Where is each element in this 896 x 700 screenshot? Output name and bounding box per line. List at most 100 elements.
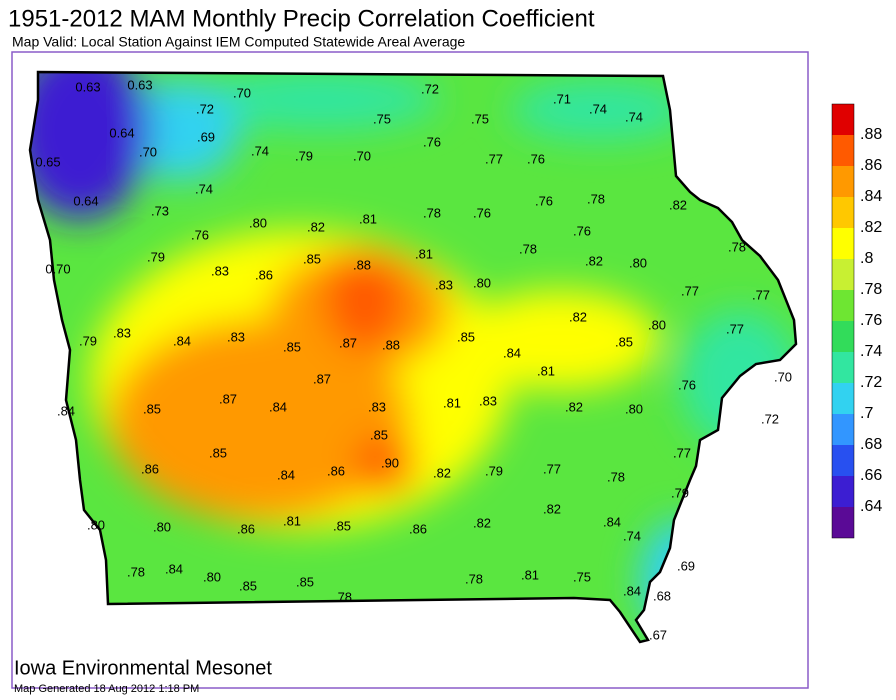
station-value: .79 (485, 463, 503, 478)
station-value: .79 (671, 485, 689, 500)
colorbar-swatch (832, 321, 854, 352)
station-value: .88 (353, 257, 371, 272)
colorbar-swatch (832, 166, 854, 197)
station-value: .81 (537, 363, 555, 378)
station-value: 0.64 (73, 193, 98, 208)
station-value: .85 (370, 427, 388, 442)
station-value: .76 (473, 205, 491, 220)
station-value: .77 (752, 287, 770, 302)
station-value: .86 (327, 463, 345, 478)
colorbar-label: .76 (860, 312, 882, 329)
station-value: .87 (219, 391, 237, 406)
station-value: .85 (615, 334, 633, 349)
station-value: .78 (587, 191, 605, 206)
station-value: .80 (153, 519, 171, 534)
station-value: .82 (569, 309, 587, 324)
station-value: .81 (443, 395, 461, 410)
station-value: .70 (139, 144, 157, 159)
colorbar-label: .66 (860, 467, 882, 484)
station-value: .76 (527, 151, 545, 166)
station-value: .80 (87, 517, 105, 532)
station-value: .78 (519, 241, 537, 256)
station-value: .72 (421, 81, 439, 96)
station-value: .85 (296, 574, 314, 589)
station-value: .87 (339, 335, 357, 350)
station-value: .84 (269, 399, 287, 414)
station-value: .82 (473, 515, 491, 530)
station-value: .74 (589, 101, 607, 116)
colorbar-label: .82 (860, 219, 882, 236)
colorbar-swatch (832, 383, 854, 414)
station-value: .86 (255, 267, 273, 282)
station-value: .85 (283, 339, 301, 354)
station-value: .79 (147, 249, 165, 264)
station-value: .73 (151, 203, 169, 218)
station-value: 0.64 (109, 125, 134, 140)
station-value: .77 (485, 151, 503, 166)
station-value: .82 (565, 399, 583, 414)
station-value: .84 (623, 583, 641, 598)
map-frame (11, 51, 809, 689)
station-value: .85 (303, 251, 321, 266)
station-value: .74 (625, 109, 643, 124)
station-value: .77 (726, 321, 744, 336)
station-value: .82 (669, 197, 687, 212)
station-value: .76 (423, 134, 441, 149)
station-value: .83 (211, 263, 229, 278)
station-value: .85 (209, 445, 227, 460)
station-value: .83 (479, 393, 497, 408)
station-value: .81 (283, 513, 301, 528)
colorbar-swatch (832, 104, 854, 135)
station-value: .78 (607, 469, 625, 484)
station-value: .67 (649, 627, 667, 642)
station-value: .88 (382, 337, 400, 352)
station-value: .80 (473, 275, 491, 290)
colorbar-label: .74 (860, 343, 882, 360)
footer-org: Iowa Environmental Mesonet (14, 657, 272, 679)
colorbar-swatch (832, 135, 854, 166)
station-value: .78 (728, 239, 746, 254)
station-value: .81 (359, 211, 377, 226)
station-value: .75 (373, 111, 391, 126)
station-value: .84 (165, 561, 183, 576)
station-value: .78 (465, 571, 483, 586)
colorbar-label: .64 (860, 498, 882, 515)
colorbar-border (831, 103, 855, 539)
colorbar-swatch (832, 414, 854, 445)
station-value: .74 (195, 181, 213, 196)
station-value: .84 (173, 333, 191, 348)
station-value: .83 (113, 325, 131, 340)
station-value: .86 (141, 461, 159, 476)
colorbar-label: .72 (860, 374, 882, 391)
colorbar-swatch (832, 228, 854, 259)
station-value: 0.63 (127, 77, 152, 92)
station-value: .85 (143, 401, 161, 416)
colorbar-swatch (832, 197, 854, 228)
colorbar-swatch (832, 507, 854, 538)
station-value: .77 (681, 283, 699, 298)
station-value: .72 (761, 411, 779, 426)
colorbar-label: .88 (860, 126, 882, 143)
station-value: .77 (673, 445, 691, 460)
station-value: .80 (625, 401, 643, 416)
station-value: .85 (457, 329, 475, 344)
colorbar: .88 .86 .84 .82 .8 .78 .76 .74 .72 .7 .68 .66 .64 (831, 103, 882, 539)
title: 1951-2012 MAM Monthly Precip Correlation… (8, 5, 595, 32)
station-value: .76 (678, 377, 696, 392)
station-value: .84 (503, 345, 521, 360)
station-value: .82 (543, 501, 561, 516)
station-value: .77 (543, 461, 561, 476)
station-value: .86 (409, 521, 427, 536)
station-value: .80 (203, 569, 221, 584)
colorbar-swatch (832, 290, 854, 321)
colorbar-label: .8 (860, 250, 873, 267)
station-value: .75 (471, 111, 489, 126)
colorbar-swatch (832, 259, 854, 290)
station-value: .70 (233, 85, 251, 100)
colorbar-label: .78 (860, 281, 882, 298)
station-value: .69 (197, 129, 215, 144)
station-value: .70 (353, 148, 371, 163)
station-value: .79 (295, 148, 313, 163)
station-value: .83 (227, 329, 245, 344)
station-value: .90 (381, 455, 399, 470)
